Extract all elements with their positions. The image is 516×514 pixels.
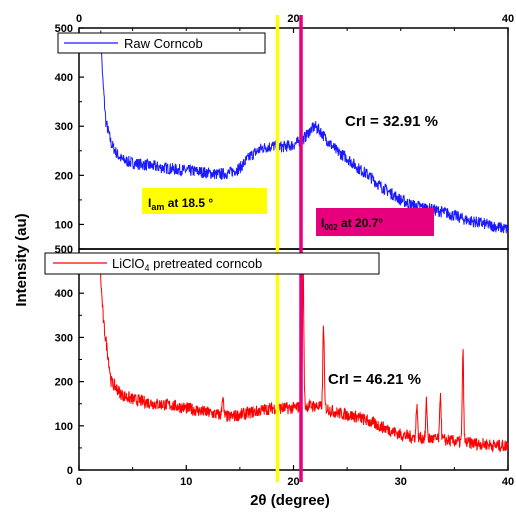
x-tick-label: 30 bbox=[395, 476, 407, 488]
y-tick-label: 200 bbox=[55, 377, 73, 389]
iam-annotation: Iam at 18.5 ° bbox=[142, 188, 267, 214]
x-tick-label: 0 bbox=[76, 476, 82, 488]
y-tick-label: 500 bbox=[55, 23, 73, 35]
crl-liclo4: CrI = 46.21 % bbox=[328, 371, 421, 388]
y-tick-label: 400 bbox=[55, 72, 73, 84]
y-tick-label: 0 bbox=[67, 465, 73, 477]
x-tick-label: 40 bbox=[502, 476, 514, 488]
y-tick-label: 200 bbox=[55, 170, 73, 182]
crl-raw: CrI = 32.91 % bbox=[345, 113, 438, 130]
series-line bbox=[100, 30, 509, 234]
iam-label: Iam at 18.5 ° bbox=[148, 196, 213, 212]
vertical-lines bbox=[275, 15, 303, 482]
y-tick-label: 100 bbox=[55, 219, 73, 231]
top-legend: Raw Corncob bbox=[57, 32, 266, 54]
x-tick-label-top: 0 bbox=[76, 13, 82, 25]
i002-annotation: I002 at 20.7° bbox=[316, 208, 434, 236]
x-tick-label-top: 40 bbox=[502, 13, 514, 25]
x-tick-label-top: 20 bbox=[287, 13, 299, 25]
plot-frame bbox=[78, 27, 509, 250]
iam-box bbox=[142, 188, 267, 214]
y-tick-label: 400 bbox=[55, 288, 73, 300]
bottom-legend: LiClO4 pretreated corncob bbox=[44, 252, 380, 275]
y-tick-label: 100 bbox=[55, 421, 73, 433]
y-tick-label: 300 bbox=[55, 121, 73, 133]
y-axis-label: Intensity (au) bbox=[13, 213, 30, 306]
x-tick-label: 10 bbox=[180, 476, 192, 488]
x-tick-label: 20 bbox=[287, 476, 299, 488]
series-line bbox=[100, 267, 509, 454]
legend-label-liclo4: LiClO4 pretreated corncob bbox=[112, 256, 262, 273]
i002-box bbox=[316, 208, 434, 236]
x-axis-label: 2θ (degree) bbox=[250, 492, 330, 509]
y-tick-label: 300 bbox=[55, 332, 73, 344]
legend-label-raw: Raw Corncob bbox=[124, 36, 203, 51]
i002-label: I002 at 20.7° bbox=[321, 216, 383, 232]
